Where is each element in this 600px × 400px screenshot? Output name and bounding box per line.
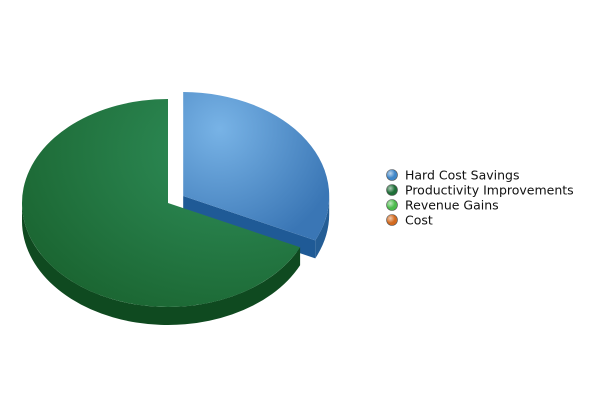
legend-item-productivity-improvements: Productivity Improvements <box>386 183 574 198</box>
slice-hard-cost-savings[interactable] <box>183 92 330 241</box>
legend-label-revenue-gains: Revenue Gains <box>405 198 499 213</box>
legend-item-revenue-gains: Revenue Gains <box>386 198 499 213</box>
slice-side-productivity-improvements <box>22 203 301 325</box>
slice-side-hard-cost-savings <box>315 196 330 259</box>
slice-productivity-improvements[interactable] <box>21 99 301 307</box>
legend-label-cost: Cost <box>405 213 433 228</box>
legend-label-hard-cost-savings: Hard Cost Savings <box>405 168 519 183</box>
legend-item-hard-cost-savings: Hard Cost Savings <box>386 168 519 183</box>
pie-slices-layer <box>21 92 330 325</box>
legend-label-productivity-improvements: Productivity Improvements <box>405 183 574 198</box>
legend-item-cost: Cost <box>386 213 433 228</box>
